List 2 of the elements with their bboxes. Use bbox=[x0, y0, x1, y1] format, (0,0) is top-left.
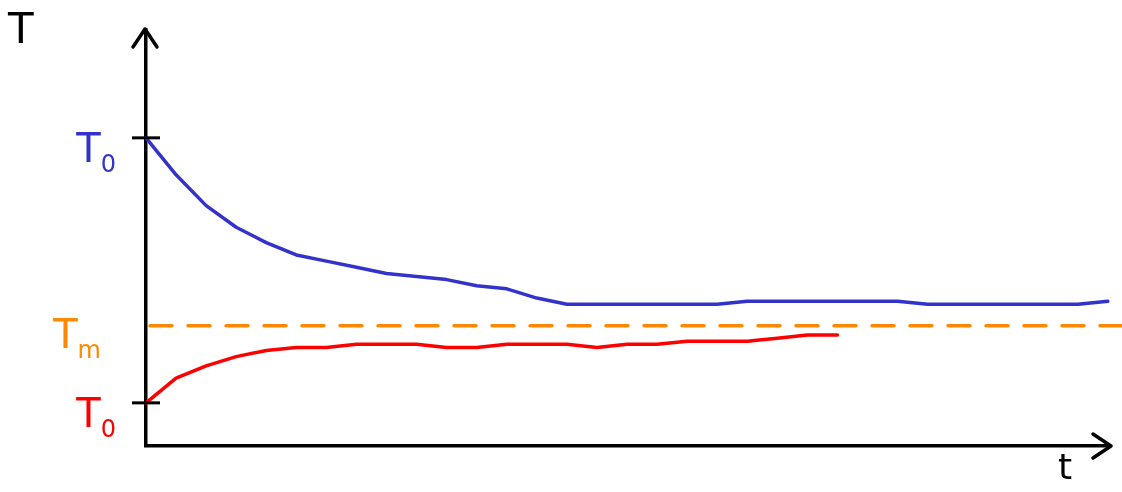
y-axis-title: T bbox=[7, 3, 34, 53]
x-axis-title: t bbox=[1058, 446, 1073, 488]
